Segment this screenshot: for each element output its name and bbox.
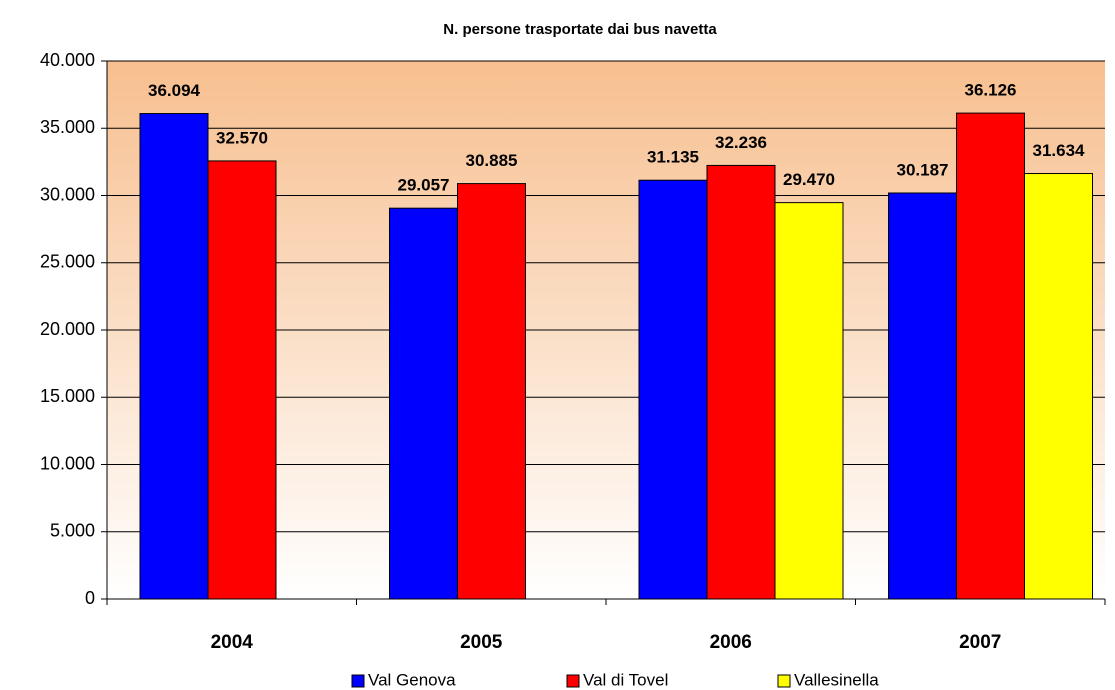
y-tick-label: 20.000 — [40, 319, 95, 339]
legend-swatch — [351, 674, 365, 688]
y-tick-label: 5.000 — [50, 521, 95, 541]
y-tick-label: 25.000 — [40, 252, 95, 272]
value-label: 32.236 — [715, 133, 767, 152]
y-tick-label: 30.000 — [40, 184, 95, 204]
value-label: 29.470 — [783, 170, 835, 189]
legend-label: Vallesinella — [794, 670, 879, 689]
bar — [956, 112, 1025, 600]
value-label: 29.057 — [398, 176, 450, 195]
bar — [389, 207, 458, 600]
chart-title: N. persone trasportate dai bus navetta — [443, 21, 717, 38]
legend-swatch — [777, 674, 791, 688]
legend-label: Val Genova — [368, 670, 456, 689]
y-tick-label: 0 — [85, 588, 95, 608]
value-label: 36.126 — [965, 81, 1017, 100]
y-tick-label: 15.000 — [40, 386, 95, 406]
legend-label: Val di Tovel — [583, 670, 668, 689]
value-label: 31.634 — [1033, 141, 1086, 160]
y-tick-label: 10.000 — [40, 453, 95, 473]
bar — [457, 183, 526, 600]
value-label: 36.094 — [148, 81, 201, 100]
y-tick-label: 40.000 — [40, 50, 95, 70]
value-label: 30.187 — [897, 160, 949, 179]
x-tick-label: 2004 — [211, 632, 254, 653]
bar — [638, 179, 708, 600]
bar — [139, 113, 209, 600]
y-tick-label: 35.000 — [40, 117, 95, 137]
x-tick-label: 2007 — [959, 632, 1001, 653]
x-tick-label: 2006 — [710, 632, 752, 653]
bar — [207, 160, 277, 600]
value-label: 30.885 — [466, 151, 518, 170]
bar — [888, 192, 957, 600]
bar — [774, 202, 844, 600]
x-tick-label: 2005 — [460, 632, 503, 653]
bar — [706, 164, 776, 600]
bar — [1024, 173, 1093, 600]
value-label: 32.570 — [216, 128, 268, 147]
legend-swatch — [566, 674, 580, 688]
value-label: 31.135 — [647, 148, 699, 167]
